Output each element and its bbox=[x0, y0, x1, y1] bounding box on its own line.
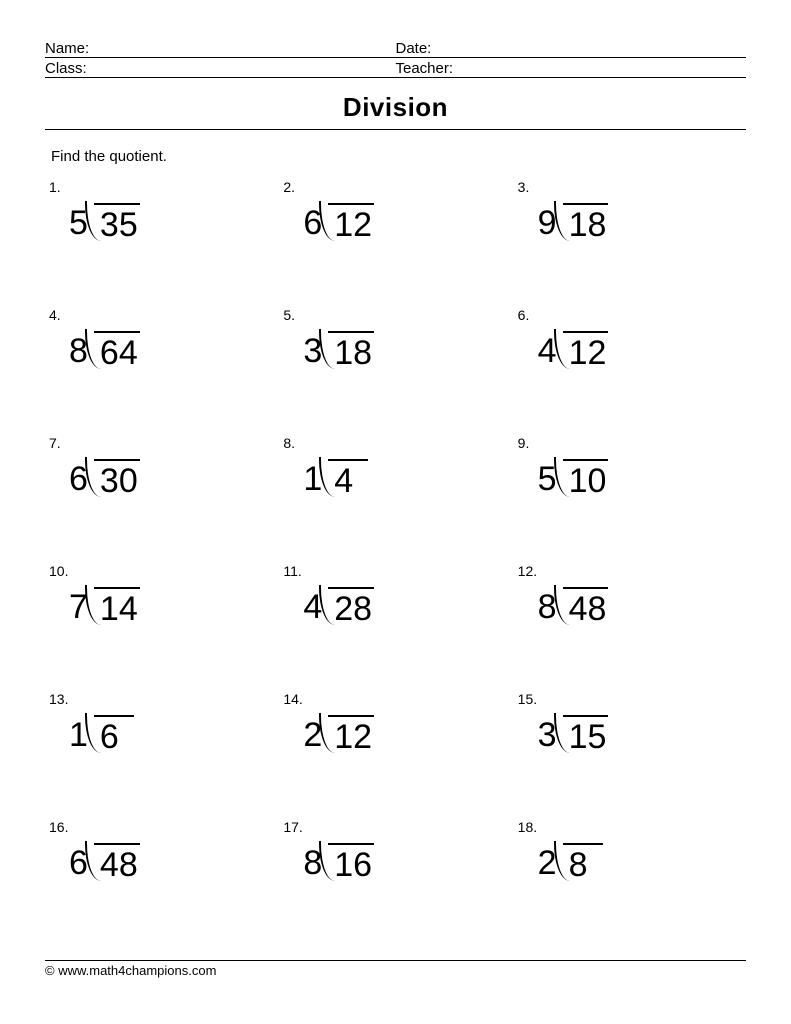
name-label: Name: bbox=[45, 38, 396, 57]
problem: 9. 510 bbox=[518, 431, 742, 559]
problem: 12.848 bbox=[518, 559, 742, 687]
division-bracket: 10 bbox=[563, 459, 609, 498]
problem: 3. 918 bbox=[518, 175, 742, 303]
long-division: 535 bbox=[69, 203, 140, 242]
dividend: 12 bbox=[328, 715, 374, 754]
problem: 16.648 bbox=[49, 815, 273, 943]
long-division: 816 bbox=[303, 843, 374, 882]
problem: 17.816 bbox=[283, 815, 507, 943]
division-bracket: 16 bbox=[328, 843, 374, 882]
problem-number: 16. bbox=[49, 819, 68, 835]
long-division: 412 bbox=[538, 331, 609, 370]
division-bracket: 12 bbox=[328, 203, 374, 242]
problem-number: 2. bbox=[283, 179, 295, 195]
problem-number: 12. bbox=[518, 563, 537, 579]
long-division: 630 bbox=[69, 459, 140, 498]
long-division: 864 bbox=[69, 331, 140, 370]
problem: 8.14 bbox=[283, 431, 507, 559]
problem-number: 7. bbox=[49, 435, 61, 451]
problem-number: 5. bbox=[283, 307, 295, 323]
problems-grid: 1.5352.6123.9184.8645.3186.4127.6308.149… bbox=[45, 175, 746, 943]
division-bracket: 64 bbox=[94, 331, 140, 370]
division-bracket: 48 bbox=[94, 843, 140, 882]
problem: 13.16 bbox=[49, 687, 273, 815]
division-bracket: 28 bbox=[328, 587, 374, 626]
problem-number: 8. bbox=[283, 435, 295, 451]
long-division: 428 bbox=[303, 587, 374, 626]
problem-number: 4. bbox=[49, 307, 61, 323]
problem: 6. 412 bbox=[518, 303, 742, 431]
long-division: 14 bbox=[303, 459, 368, 498]
long-division: 510 bbox=[538, 459, 609, 498]
division-bracket: 6 bbox=[94, 715, 134, 754]
problem: 2. 612 bbox=[283, 175, 507, 303]
instruction-text: Find the quotient. bbox=[51, 148, 746, 165]
problem: 18.28 bbox=[518, 815, 742, 943]
division-bracket: 12 bbox=[563, 331, 609, 370]
problem-number: 15. bbox=[518, 691, 537, 707]
title-block: Division bbox=[45, 92, 746, 130]
division-bracket: 18 bbox=[563, 203, 609, 242]
division-bracket: 8 bbox=[563, 843, 603, 882]
header-row-2: Class: Teacher: bbox=[45, 58, 746, 78]
problem: 4. 864 bbox=[49, 303, 273, 431]
problem: 7. 630 bbox=[49, 431, 273, 559]
long-division: 714 bbox=[69, 587, 140, 626]
division-bracket: 30 bbox=[94, 459, 140, 498]
dividend: 28 bbox=[328, 587, 374, 626]
problem-number: 10. bbox=[49, 563, 68, 579]
long-division: 16 bbox=[69, 715, 134, 754]
long-division: 28 bbox=[538, 843, 603, 882]
long-division: 612 bbox=[303, 203, 374, 242]
problem-number: 3. bbox=[518, 179, 530, 195]
long-division: 315 bbox=[538, 715, 609, 754]
problem-number: 9. bbox=[518, 435, 530, 451]
problem-number: 13. bbox=[49, 691, 68, 707]
division-bracket: 12 bbox=[328, 715, 374, 754]
problem: 10.714 bbox=[49, 559, 273, 687]
teacher-label: Teacher: bbox=[396, 58, 747, 77]
header-row-1: Name: Date: bbox=[45, 38, 746, 58]
problem: 5. 318 bbox=[283, 303, 507, 431]
division-bracket: 18 bbox=[328, 331, 374, 370]
problem: 11.428 bbox=[283, 559, 507, 687]
page-title: Division bbox=[45, 92, 746, 123]
problem-number: 14. bbox=[283, 691, 302, 707]
division-bracket: 15 bbox=[563, 715, 609, 754]
long-division: 212 bbox=[303, 715, 374, 754]
problem: 15.315 bbox=[518, 687, 742, 815]
division-bracket: 14 bbox=[94, 587, 140, 626]
long-division: 848 bbox=[538, 587, 609, 626]
division-bracket: 35 bbox=[94, 203, 140, 242]
problem-number: 17. bbox=[283, 819, 302, 835]
problem-number: 18. bbox=[518, 819, 537, 835]
long-division: 318 bbox=[303, 331, 374, 370]
problem: 1. 535 bbox=[49, 175, 273, 303]
problem-number: 6. bbox=[518, 307, 530, 323]
long-division: 918 bbox=[538, 203, 609, 242]
class-label: Class: bbox=[45, 58, 396, 77]
problem-number: 11. bbox=[283, 563, 301, 579]
division-bracket: 4 bbox=[328, 459, 368, 498]
division-bracket: 48 bbox=[563, 587, 609, 626]
problem: 14.212 bbox=[283, 687, 507, 815]
title-rule bbox=[45, 129, 746, 130]
dividend: 18 bbox=[328, 331, 374, 370]
footer-copyright: © www.math4champions.com bbox=[45, 960, 746, 978]
long-division: 648 bbox=[69, 843, 140, 882]
dividend: 12 bbox=[328, 203, 374, 242]
dividend: 16 bbox=[328, 843, 374, 882]
problem-number: 1. bbox=[49, 179, 61, 195]
date-label: Date: bbox=[396, 38, 747, 57]
